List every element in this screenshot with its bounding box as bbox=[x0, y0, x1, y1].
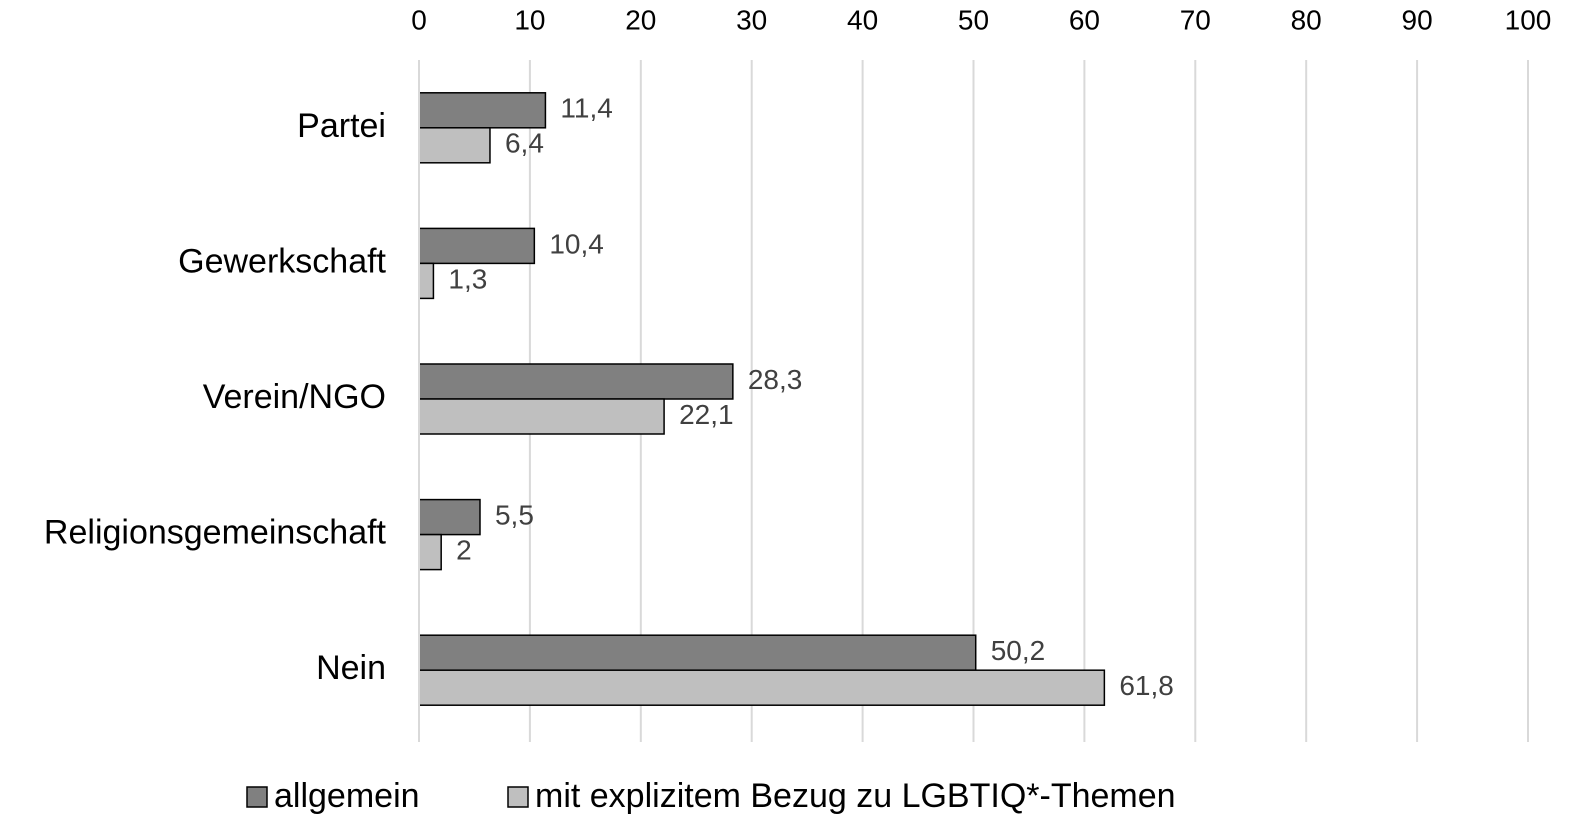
category-label: Gewerkschaft bbox=[178, 242, 386, 280]
x-tick-label: 50 bbox=[958, 4, 989, 35]
data-label: 61,8 bbox=[1119, 670, 1174, 701]
legend-label: mit explizitem Bezug zu LGBTIQ*-Themen bbox=[535, 777, 1176, 815]
bar bbox=[418, 498, 481, 536]
bar bbox=[418, 634, 977, 671]
data-label: 5,5 bbox=[495, 499, 534, 530]
bar bbox=[418, 363, 734, 400]
bar bbox=[418, 669, 1106, 706]
data-label: 28,3 bbox=[748, 364, 803, 395]
bar bbox=[418, 533, 442, 571]
bar bbox=[418, 227, 536, 265]
x-tick-label: 0 bbox=[411, 4, 427, 35]
x-tick-label: 40 bbox=[847, 4, 878, 35]
x-tick-label: 90 bbox=[1402, 4, 1433, 35]
legend-label: allgemein bbox=[274, 777, 420, 815]
x-tick-label: 30 bbox=[736, 4, 767, 35]
x-tick-label: 60 bbox=[1069, 4, 1100, 35]
x-tick-label: 70 bbox=[1180, 4, 1211, 35]
data-label: 22,1 bbox=[679, 399, 734, 430]
data-label: 11,4 bbox=[560, 93, 612, 124]
category-label: Religionsgemeinschaft bbox=[44, 514, 387, 552]
data-label: 50,2 bbox=[991, 635, 1046, 666]
legend-swatch bbox=[507, 786, 529, 808]
data-label: 1,3 bbox=[448, 263, 487, 294]
data-label: 10,4 bbox=[549, 228, 604, 259]
category-label: Nein bbox=[316, 649, 386, 687]
x-tick-label: 100 bbox=[1505, 4, 1552, 35]
x-tick-label: 80 bbox=[1291, 4, 1322, 35]
category-label: Verein/NGO bbox=[203, 378, 386, 416]
bar bbox=[418, 127, 491, 164]
legend-swatch bbox=[246, 786, 268, 808]
data-label: 6,4 bbox=[505, 128, 544, 159]
bar bbox=[418, 262, 435, 300]
bar bbox=[418, 92, 547, 129]
bar bbox=[418, 398, 665, 435]
category-label: Partei bbox=[297, 107, 386, 145]
x-tick-label: 20 bbox=[625, 4, 656, 35]
x-tick-label: 10 bbox=[514, 4, 545, 35]
data-label: 2 bbox=[456, 534, 472, 565]
